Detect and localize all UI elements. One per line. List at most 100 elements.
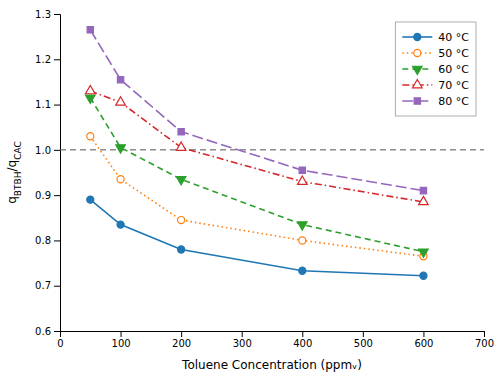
legend-marker	[414, 33, 421, 40]
legend-label: 50 °C	[438, 47, 469, 60]
y-axis: 0.6 0.7 0.8 0.9 1.0 1.1 1.2 1.3	[35, 9, 60, 337]
tick-label: 1.1	[35, 99, 51, 110]
series	[87, 27, 426, 194]
point	[117, 77, 123, 83]
tick-mark	[242, 331, 243, 337]
tick-label: 0.6	[35, 326, 51, 337]
tick-label: 300	[233, 338, 252, 349]
tick: 0	[57, 331, 63, 349]
series-line	[90, 200, 423, 276]
legend-item: 60 °C	[402, 63, 469, 76]
tick: 500	[354, 331, 373, 349]
point	[297, 222, 307, 230]
legend-item: 70 °C	[402, 79, 469, 92]
point	[176, 177, 186, 185]
point	[420, 187, 426, 193]
tick: 1.2	[35, 54, 60, 65]
tick-label: 400	[293, 338, 312, 349]
tick-mark	[484, 331, 485, 337]
legend-label: 60 °C	[438, 63, 469, 76]
tick-mark	[54, 195, 60, 196]
point	[299, 237, 306, 244]
tick-label: 1.0	[35, 145, 51, 156]
point	[85, 95, 95, 103]
legend-label: 40 °C	[438, 31, 469, 44]
point	[178, 129, 184, 135]
series-line	[90, 91, 423, 202]
tick: 700	[475, 331, 494, 349]
tick-mark	[54, 240, 60, 241]
tick-mark	[54, 286, 60, 287]
tick-label: 700	[475, 338, 494, 349]
tick-label: 0.7	[35, 280, 51, 291]
series	[85, 85, 428, 204]
series-line	[90, 98, 423, 252]
y-axis-title-subscript: BTBH	[13, 172, 23, 197]
tick: 600	[414, 331, 433, 349]
tick: 0.6	[35, 326, 60, 337]
tick-mark	[181, 331, 182, 337]
tick-mark	[54, 14, 60, 15]
legend-marker	[413, 79, 423, 87]
tick-label: 1.3	[35, 9, 51, 20]
tick: 1.1	[35, 99, 60, 110]
legend-label: 80 °C	[438, 95, 469, 108]
y-axis-title-subscript: CAC	[13, 141, 23, 160]
tick: 300	[233, 331, 252, 349]
tick: 100	[112, 331, 131, 349]
point	[176, 142, 186, 150]
legend-marker	[413, 66, 423, 74]
series-line	[90, 136, 423, 256]
tick-mark	[54, 59, 60, 60]
point	[87, 27, 93, 33]
point	[116, 145, 126, 153]
tick-label: 0.8	[35, 235, 51, 246]
point	[178, 216, 185, 223]
x-axis-title: Toluene Concentration (ppmᵥ)	[181, 358, 362, 372]
point	[299, 267, 306, 274]
tick: 400	[293, 331, 312, 349]
y-axis-title-part: /q	[5, 160, 19, 172]
point	[419, 249, 429, 257]
y-axis-title-part: q	[5, 196, 19, 204]
point	[297, 176, 307, 184]
tick: 200	[172, 331, 191, 349]
legend-item: 40 °C	[402, 31, 469, 44]
tick: 0.9	[35, 190, 60, 201]
point	[420, 272, 427, 279]
tick-mark	[423, 331, 424, 337]
legend-marker	[414, 98, 420, 104]
tick-mark	[54, 331, 60, 332]
legend: 40 °C 50 °C 60 °C 70 °C 80 °C	[395, 22, 476, 116]
axis-line	[61, 332, 485, 338]
plot: 0 100 200 300 400 500 600 700 0.6 0.7 0.8 0.9 1.0 1.1…	[35, 9, 494, 349]
point	[178, 246, 185, 253]
tick-label: 1.2	[35, 54, 51, 65]
x-axis: 0 100 200 300 400 500 600 700	[57, 331, 494, 349]
tick-mark	[302, 331, 303, 337]
legend-marker	[414, 49, 421, 56]
tick: 0.7	[35, 280, 60, 291]
tick-mark	[54, 150, 60, 151]
point	[419, 196, 429, 204]
tick-label: 500	[354, 338, 373, 349]
series-line	[90, 30, 423, 191]
point	[85, 85, 95, 93]
y-axis-title: qBTBH/qCAC	[5, 141, 23, 204]
legend-item: 50 °C	[402, 47, 469, 60]
point	[299, 167, 305, 173]
tick-label: 600	[414, 338, 433, 349]
tick-label: 200	[172, 338, 191, 349]
tick: 1.3	[35, 9, 60, 20]
point	[117, 176, 124, 183]
legend-label: 70 °C	[438, 79, 469, 92]
point	[117, 221, 124, 228]
tick-label: 100	[112, 338, 131, 349]
tick-mark	[54, 105, 60, 106]
chart: 0 100 200 300 400 500 600 700 0.6 0.7 0.8 0.9 1.0 1.1…	[0, 0, 500, 377]
point	[87, 196, 94, 203]
legend-item: 80 °C	[402, 95, 469, 108]
tick: 1.0	[35, 145, 60, 156]
series	[85, 95, 428, 257]
tick-label: 0	[57, 338, 63, 349]
